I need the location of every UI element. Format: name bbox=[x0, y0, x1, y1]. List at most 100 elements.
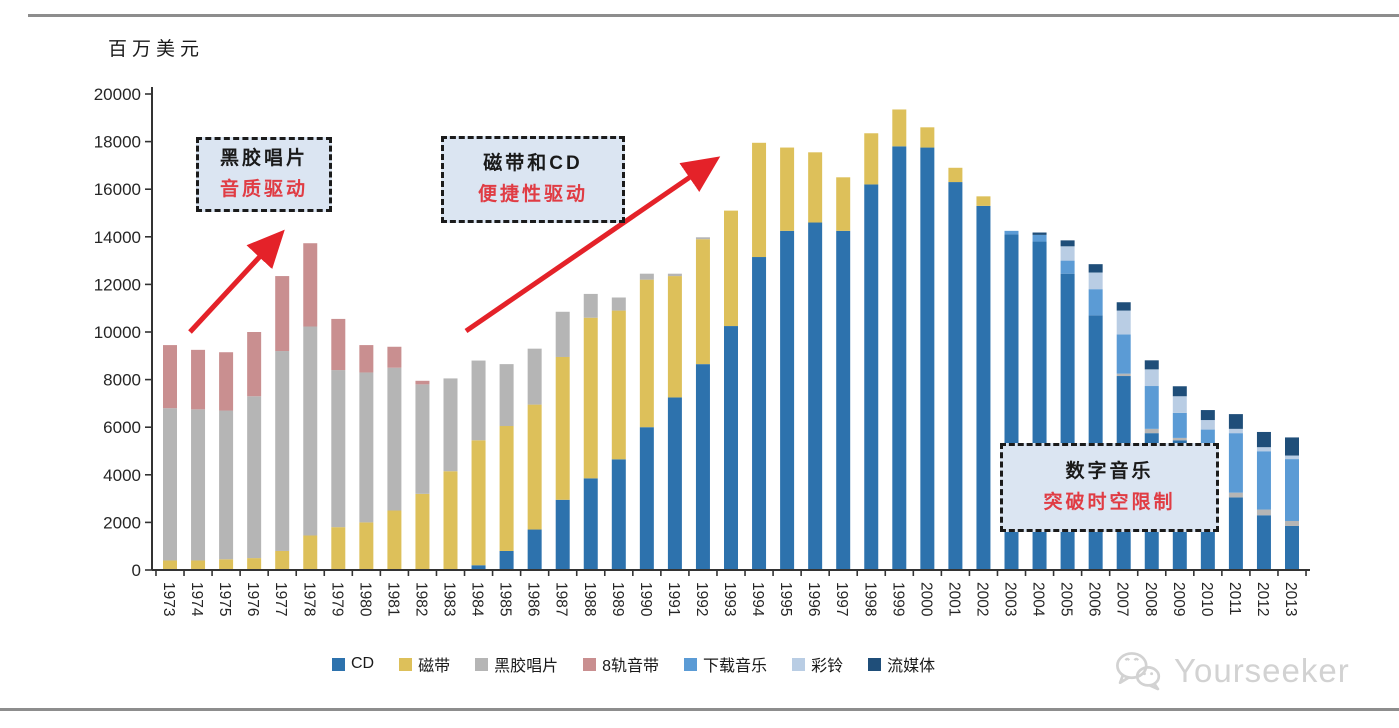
legend-swatch bbox=[684, 657, 698, 671]
x-tick-label: 2003 bbox=[1002, 582, 1019, 616]
legend-item: 流媒体 bbox=[868, 652, 935, 676]
bar-segment bbox=[695, 364, 710, 570]
bar-segment bbox=[976, 205, 991, 571]
bar-segment bbox=[639, 427, 654, 570]
bar-segment bbox=[163, 345, 177, 409]
x-tick-label: 1997 bbox=[833, 582, 850, 616]
x-tick-label: 2000 bbox=[917, 582, 934, 617]
x-tick-label: 1989 bbox=[609, 582, 626, 616]
bar-segment bbox=[499, 426, 514, 551]
bar-segment bbox=[443, 378, 458, 472]
bar-segment bbox=[1285, 525, 1299, 570]
wechat-icon bbox=[1116, 652, 1161, 691]
bar-segment bbox=[191, 349, 206, 410]
bar-segment bbox=[359, 522, 374, 570]
annotation-digital-subtitle: 突破时空限制 bbox=[1043, 491, 1176, 513]
bar-segment bbox=[920, 147, 935, 571]
bar-segment bbox=[555, 311, 570, 357]
x-tick-label: 1998 bbox=[861, 582, 878, 616]
bar-segment bbox=[163, 408, 177, 561]
bar-segment bbox=[583, 478, 598, 570]
bar-segment bbox=[1200, 410, 1215, 421]
bar-segment bbox=[303, 535, 318, 570]
bar-segment bbox=[892, 146, 907, 571]
x-tick-label: 2001 bbox=[945, 582, 962, 616]
bar-segment bbox=[1285, 459, 1299, 521]
bar-segment bbox=[1060, 240, 1075, 247]
bar-segment bbox=[948, 167, 963, 183]
bar-segment bbox=[780, 230, 795, 570]
annotation-vinyl: 黑胶唱片 音质驱动 bbox=[196, 137, 332, 212]
bar-segment bbox=[1228, 433, 1243, 493]
bar-segment bbox=[583, 317, 598, 479]
y-tick-label: 2000 bbox=[103, 513, 141, 532]
bar-segment bbox=[611, 459, 626, 570]
annotation-cassette-cd-subtitle: 便捷性驱动 bbox=[477, 183, 588, 205]
bar-segment bbox=[191, 409, 206, 561]
bar-segment bbox=[1032, 234, 1047, 242]
x-tick-label: 2012 bbox=[1254, 582, 1271, 616]
bar-segment bbox=[1144, 386, 1159, 429]
bar-segment bbox=[415, 384, 430, 494]
x-tick-label: 1976 bbox=[244, 582, 261, 616]
legend-item: 下载音乐 bbox=[684, 652, 767, 676]
trend-arrow-cd bbox=[464, 156, 721, 334]
bar-segment bbox=[667, 397, 682, 570]
bar-segment bbox=[948, 182, 963, 570]
bar-segment bbox=[667, 273, 682, 277]
legend-swatch bbox=[399, 657, 413, 671]
bar-segment bbox=[359, 372, 374, 523]
x-tick-label: 2010 bbox=[1198, 582, 1215, 617]
bar-segment bbox=[1144, 428, 1159, 434]
bar-segment bbox=[1144, 360, 1159, 370]
x-tick-label: 2007 bbox=[1114, 582, 1131, 616]
x-tick-label: 2004 bbox=[1030, 582, 1047, 617]
x-tick-label: 1999 bbox=[889, 582, 906, 616]
bar-segment bbox=[303, 326, 318, 536]
bar-segment bbox=[780, 147, 795, 231]
bar-segment bbox=[1256, 447, 1271, 452]
annotation-cassette-cd-title: 磁带和CD bbox=[483, 153, 583, 175]
bars bbox=[163, 109, 1299, 571]
bar-segment bbox=[499, 364, 514, 427]
x-tick-label: 1993 bbox=[721, 582, 738, 616]
bar-segment bbox=[1116, 334, 1131, 374]
bar-segment bbox=[275, 550, 290, 570]
plot-area: 0 2000 4000 6000 8000 10000 12000 14000 16000 180… bbox=[94, 85, 1310, 617]
x-tick-label: 2002 bbox=[973, 582, 990, 616]
bar-segment bbox=[1285, 520, 1299, 526]
x-tick-label: 1987 bbox=[553, 582, 570, 616]
legend-label: 磁带 bbox=[418, 658, 451, 675]
y-axis-unit-label: 百万美元 bbox=[108, 39, 205, 60]
bar-segment bbox=[1088, 264, 1103, 273]
bar-segment bbox=[808, 222, 823, 570]
bar-segment bbox=[219, 410, 234, 560]
legend-label: CD bbox=[351, 655, 375, 672]
bar-segment bbox=[303, 243, 318, 327]
bar-segment bbox=[1200, 420, 1215, 430]
annotation-digital: 数字音乐 突破时空限制 bbox=[1000, 443, 1219, 532]
legend-item: 8轨音带 bbox=[583, 652, 659, 676]
x-tick-label: 1986 bbox=[525, 582, 542, 616]
bar-segment bbox=[836, 230, 851, 570]
bar-segment bbox=[1256, 431, 1271, 448]
bar-segment bbox=[1172, 396, 1187, 413]
bar-segment bbox=[387, 346, 402, 368]
y-tick-label: 14000 bbox=[94, 228, 141, 247]
legend-label: 下载音乐 bbox=[703, 658, 768, 675]
x-tick-label: 1988 bbox=[581, 582, 598, 616]
watermark: Yourseeker bbox=[1112, 648, 1350, 694]
bar-segment bbox=[752, 142, 767, 258]
legend-item: 彩铃 bbox=[792, 652, 843, 676]
bar-segment bbox=[247, 558, 262, 570]
bar-segment bbox=[527, 404, 542, 530]
x-tick-label: 1981 bbox=[384, 582, 401, 616]
y-tick-label: 8000 bbox=[103, 371, 141, 390]
bar-segment bbox=[1256, 515, 1271, 570]
x-tick-label: 1980 bbox=[356, 582, 373, 617]
bar-segment bbox=[1088, 272, 1103, 290]
bar-segment bbox=[331, 370, 346, 528]
bar-segment bbox=[247, 396, 262, 559]
x-tick-label: 1978 bbox=[300, 582, 317, 616]
